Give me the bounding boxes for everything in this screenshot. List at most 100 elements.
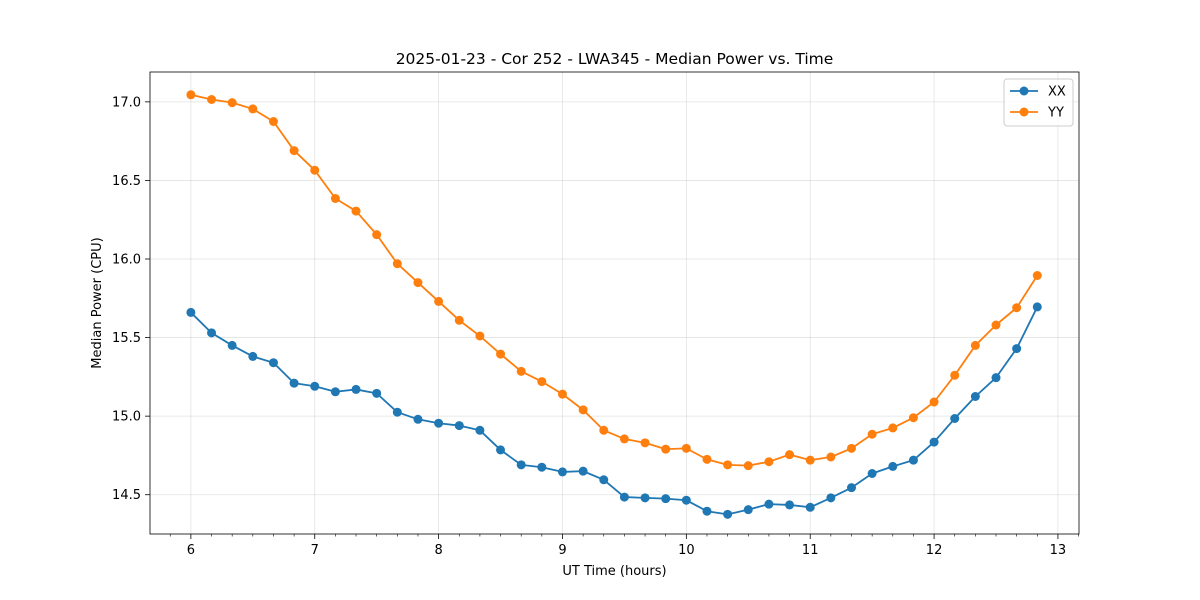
data-point-yy: [599, 425, 609, 435]
data-point-yy: [991, 320, 1001, 330]
data-point-xx: [640, 493, 650, 503]
data-point-xx: [619, 492, 629, 502]
data-point-yy: [475, 331, 485, 341]
x-tick-label: 13: [1050, 543, 1067, 558]
data-point-yy: [723, 460, 733, 470]
data-point-yy: [413, 278, 423, 288]
data-point-yy: [351, 206, 361, 216]
data-point-yy: [867, 429, 877, 439]
data-point-yy: [619, 434, 629, 444]
data-point-xx: [929, 437, 939, 447]
data-point-xx: [207, 328, 217, 338]
data-point-yy: [640, 438, 650, 448]
y-tick-label: 15.5: [112, 331, 141, 346]
x-tick-label: 11: [802, 543, 819, 558]
data-point-yy: [1012, 303, 1022, 313]
data-point-yy: [908, 413, 918, 423]
data-point-xx: [578, 466, 588, 476]
y-tick-label: 17.0: [112, 95, 141, 110]
data-point-yy: [578, 405, 588, 415]
data-point-yy: [764, 457, 774, 467]
data-point-yy: [372, 230, 382, 240]
data-point-yy: [434, 296, 444, 306]
legend-marker-yy: [1019, 107, 1029, 117]
data-point-yy: [1032, 271, 1042, 280]
series-layer: [186, 90, 1042, 519]
data-point-xx: [991, 373, 1001, 383]
x-tick-label: 6: [187, 543, 195, 558]
data-point-yy: [248, 104, 258, 114]
data-point-yy: [516, 366, 526, 376]
data-point-yy: [681, 443, 691, 453]
data-point-xx: [372, 388, 382, 398]
data-point-xx: [888, 461, 898, 471]
data-point-xx: [846, 483, 856, 493]
data-point-yy: [392, 259, 402, 269]
data-point-xx: [826, 493, 836, 503]
data-point-yy: [702, 454, 712, 464]
data-point-xx: [310, 381, 320, 391]
data-point-yy: [846, 443, 856, 453]
data-point-xx: [681, 495, 691, 505]
x-tick-label: 10: [678, 543, 695, 558]
x-axis-label: UT Time (hours): [562, 564, 666, 579]
data-point-yy: [496, 349, 506, 359]
data-point-xx: [867, 469, 877, 478]
chart-title: 2025-01-23 - Cor 252 - LWA345 - Median P…: [396, 50, 834, 68]
legend-label-xx: XX: [1048, 85, 1066, 100]
data-point-xx: [392, 407, 402, 417]
data-point-xx: [764, 499, 774, 509]
data-point-yy: [785, 450, 795, 460]
data-point-xx: [743, 505, 753, 515]
data-point-xx: [516, 460, 526, 470]
data-point-yy: [537, 377, 547, 387]
data-point-yy: [888, 423, 898, 433]
y-tick-label: 15.0: [112, 410, 141, 425]
data-point-xx: [702, 506, 712, 516]
data-point-xx: [950, 414, 960, 423]
data-point-yy: [268, 117, 278, 126]
data-point-yy: [805, 455, 815, 465]
y-axis-label: Median Power (CPU): [90, 237, 105, 368]
data-point-xx: [661, 494, 671, 504]
data-point-yy: [929, 397, 939, 407]
data-point-xx: [785, 500, 795, 510]
data-point-yy: [950, 370, 960, 380]
data-point-xx: [599, 475, 609, 485]
data-point-yy: [661, 444, 671, 454]
data-point-yy: [227, 98, 237, 108]
data-point-xx: [227, 340, 237, 350]
data-point-yy: [207, 95, 217, 104]
plot-frame: [149, 71, 1080, 535]
axis-ticks: 6 7 8 9 10 11 12 13 14.5 15.0 15.5 16.0 16.5 17.0: [112, 95, 1079, 558]
data-point-xx: [723, 509, 733, 519]
x-tick-label: 7: [311, 543, 319, 558]
data-point-xx: [1032, 302, 1042, 312]
data-point-yy: [743, 461, 753, 471]
x-tick-label: 8: [434, 543, 442, 558]
data-point-yy: [330, 194, 340, 203]
y-tick-label: 16.5: [112, 174, 141, 189]
legend: XX YY: [1003, 78, 1074, 127]
y-tick-label: 16.0: [112, 253, 141, 268]
data-point-xx: [1012, 344, 1022, 354]
x-tick-label: 9: [558, 543, 566, 558]
data-point-yy: [186, 90, 196, 100]
data-point-xx: [330, 387, 340, 397]
data-point-yy: [310, 165, 320, 175]
data-point-xx: [496, 445, 506, 455]
data-point-xx: [537, 462, 547, 472]
data-point-xx: [454, 421, 464, 431]
data-point-yy: [970, 340, 980, 350]
data-point-xx: [557, 467, 567, 477]
data-point-xx: [289, 378, 299, 388]
data-point-yy: [454, 315, 464, 325]
data-point-xx: [268, 358, 278, 368]
data-point-xx: [970, 392, 980, 401]
data-point-xx: [908, 455, 918, 465]
y-tick-label: 14.5: [112, 488, 141, 503]
data-point-xx: [434, 418, 444, 428]
data-point-yy: [826, 452, 836, 462]
data-point-xx: [351, 384, 361, 394]
